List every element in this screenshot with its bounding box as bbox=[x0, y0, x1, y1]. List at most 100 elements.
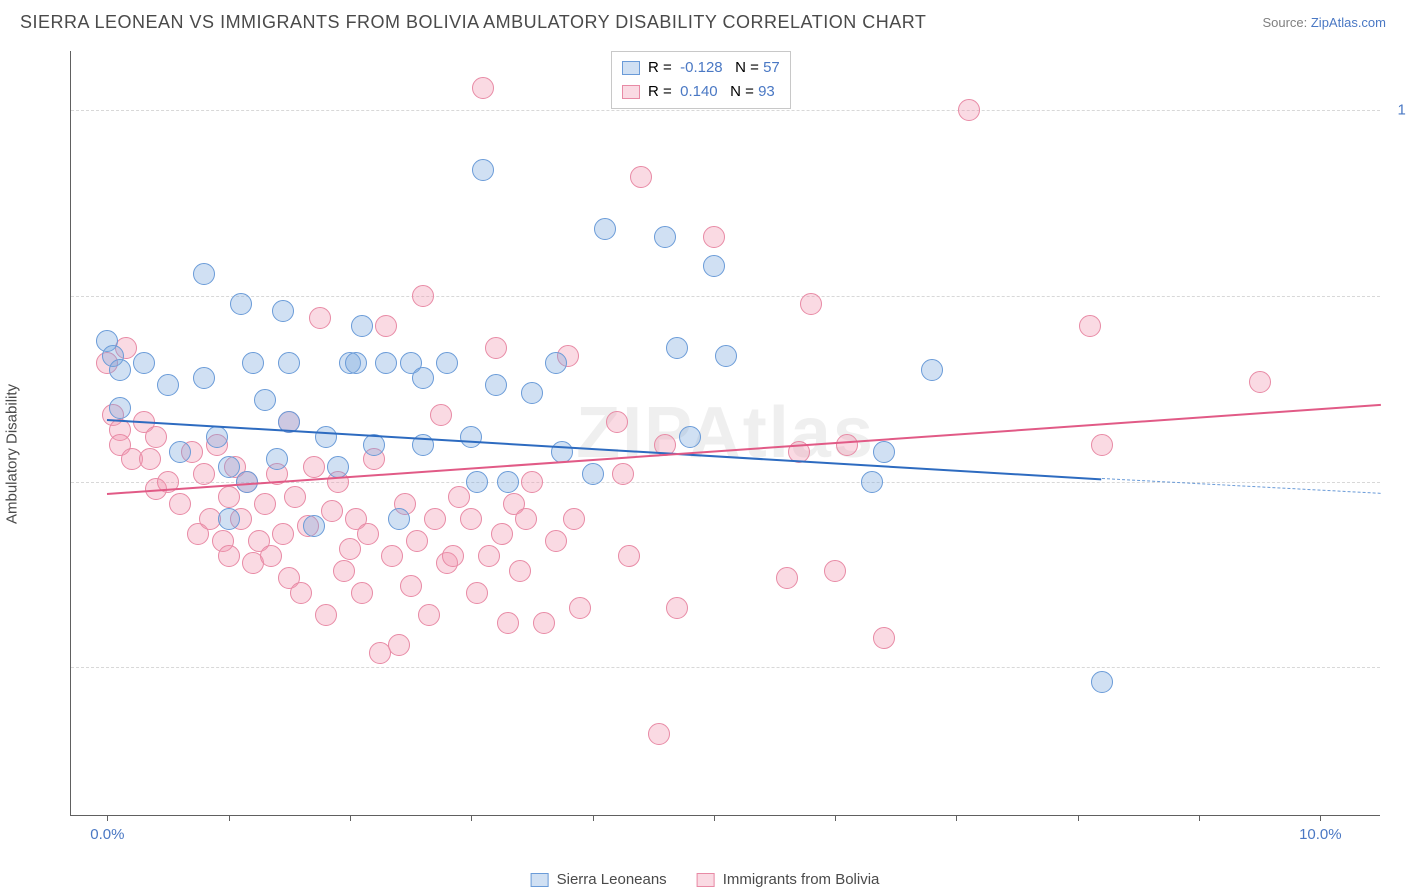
scatter-point bbox=[1091, 671, 1113, 693]
scatter-point bbox=[460, 508, 482, 530]
scatter-point bbox=[400, 575, 422, 597]
scatter-point bbox=[666, 597, 688, 619]
x-tick bbox=[593, 815, 594, 821]
scatter-point bbox=[375, 352, 397, 374]
y-tick-label: 5.0% bbox=[1385, 473, 1406, 490]
scatter-point bbox=[272, 523, 294, 545]
scatter-point bbox=[436, 352, 458, 374]
scatter-point bbox=[133, 352, 155, 374]
scatter-point bbox=[266, 448, 288, 470]
y-tick-label: 2.5% bbox=[1385, 659, 1406, 676]
scatter-point bbox=[478, 545, 500, 567]
scatter-point bbox=[800, 293, 822, 315]
scatter-point bbox=[606, 411, 628, 433]
series-name: Immigrants from Bolivia bbox=[723, 871, 880, 888]
source-link[interactable]: ZipAtlas.com bbox=[1311, 15, 1386, 30]
x-tick bbox=[1078, 815, 1079, 821]
scatter-point bbox=[412, 367, 434, 389]
x-tick-label-right: 10.0% bbox=[1299, 826, 1342, 843]
scatter-point bbox=[309, 307, 331, 329]
scatter-point bbox=[418, 604, 440, 626]
scatter-point bbox=[715, 345, 737, 367]
scatter-point bbox=[472, 159, 494, 181]
legend-swatch bbox=[622, 85, 640, 99]
scatter-point bbox=[569, 597, 591, 619]
scatter-point bbox=[776, 567, 798, 589]
gridline bbox=[71, 667, 1380, 668]
legend-swatch bbox=[531, 873, 549, 887]
scatter-point bbox=[333, 560, 355, 582]
scatter-point bbox=[582, 463, 604, 485]
scatter-point bbox=[139, 448, 161, 470]
scatter-point bbox=[109, 359, 131, 381]
scatter-point bbox=[861, 471, 883, 493]
source-attribution: Source: ZipAtlas.com bbox=[1262, 15, 1386, 30]
x-tick bbox=[1199, 815, 1200, 821]
scatter-point bbox=[327, 456, 349, 478]
scatter-point bbox=[466, 582, 488, 604]
scatter-plot: ZIPAtlas 2.5%5.0%7.5%10.0%0.0%10.0%R = -… bbox=[70, 51, 1380, 816]
correlation-legend-row: R = -0.128 N = 57 bbox=[622, 56, 780, 80]
correlation-legend: R = -0.128 N = 57R = 0.140 N = 93 bbox=[611, 51, 791, 109]
scatter-point bbox=[1079, 315, 1101, 337]
scatter-point bbox=[824, 560, 846, 582]
trend-line bbox=[107, 419, 1102, 480]
scatter-point bbox=[218, 486, 240, 508]
scatter-point bbox=[169, 493, 191, 515]
trend-line bbox=[1102, 478, 1381, 494]
scatter-point bbox=[254, 493, 276, 515]
scatter-point bbox=[472, 77, 494, 99]
scatter-point bbox=[618, 545, 640, 567]
scatter-point bbox=[873, 627, 895, 649]
y-axis-label: Ambulatory Disability bbox=[4, 383, 21, 523]
scatter-point bbox=[339, 538, 361, 560]
scatter-point bbox=[260, 545, 282, 567]
scatter-point bbox=[679, 426, 701, 448]
scatter-point bbox=[412, 285, 434, 307]
scatter-point bbox=[533, 612, 555, 634]
scatter-point bbox=[836, 434, 858, 456]
scatter-point bbox=[218, 456, 240, 478]
x-tick bbox=[229, 815, 230, 821]
scatter-point bbox=[290, 582, 312, 604]
scatter-point bbox=[648, 723, 670, 745]
scatter-point bbox=[345, 352, 367, 374]
scatter-point bbox=[485, 337, 507, 359]
x-tick-label-left: 0.0% bbox=[90, 826, 124, 843]
x-tick bbox=[471, 815, 472, 821]
scatter-point bbox=[284, 486, 306, 508]
scatter-point bbox=[563, 508, 585, 530]
scatter-point bbox=[958, 99, 980, 121]
scatter-point bbox=[388, 634, 410, 656]
series-legend-item: Immigrants from Bolivia bbox=[697, 871, 880, 888]
scatter-point bbox=[315, 604, 337, 626]
correlation-stats: R = 0.140 N = 93 bbox=[648, 80, 775, 104]
y-tick-label: 10.0% bbox=[1385, 102, 1406, 119]
source-prefix: Source: bbox=[1262, 15, 1310, 30]
legend-swatch bbox=[697, 873, 715, 887]
scatter-point bbox=[521, 382, 543, 404]
scatter-point bbox=[921, 359, 943, 381]
x-tick bbox=[835, 815, 836, 821]
scatter-point bbox=[169, 441, 191, 463]
x-tick bbox=[714, 815, 715, 821]
scatter-point bbox=[278, 352, 300, 374]
scatter-point bbox=[351, 582, 373, 604]
scatter-point bbox=[654, 226, 676, 248]
scatter-point bbox=[193, 263, 215, 285]
x-tick bbox=[107, 815, 108, 821]
scatter-point bbox=[460, 426, 482, 448]
scatter-point bbox=[594, 218, 616, 240]
gridline bbox=[71, 296, 1380, 297]
scatter-point bbox=[145, 426, 167, 448]
series-legend: Sierra Leoneans Immigrants from Bolivia bbox=[531, 871, 880, 888]
scatter-point bbox=[497, 471, 519, 493]
scatter-point bbox=[406, 530, 428, 552]
correlation-legend-row: R = 0.140 N = 93 bbox=[622, 80, 780, 104]
scatter-point bbox=[157, 374, 179, 396]
series-name: Sierra Leoneans bbox=[557, 871, 667, 888]
scatter-point bbox=[193, 463, 215, 485]
scatter-point bbox=[230, 293, 252, 315]
scatter-point bbox=[315, 426, 337, 448]
scatter-point bbox=[442, 545, 464, 567]
